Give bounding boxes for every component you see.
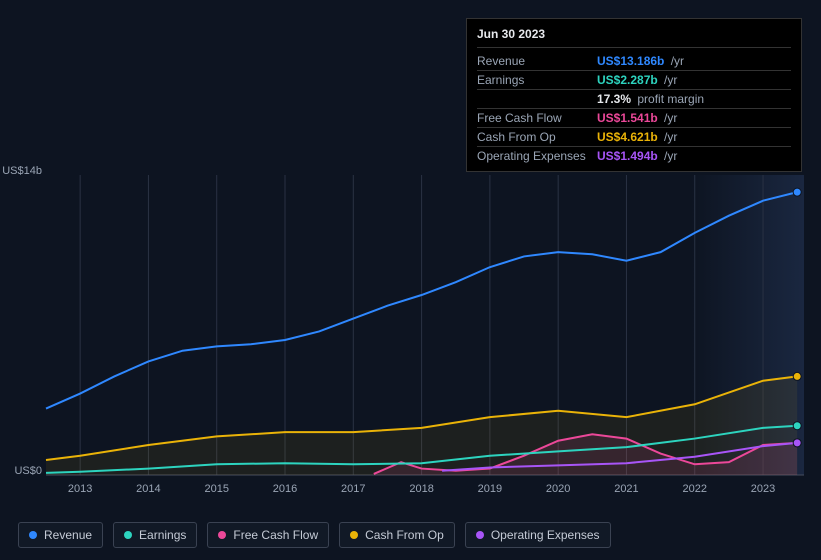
legend-label: Free Cash Flow xyxy=(233,528,318,542)
legend-swatch xyxy=(350,531,358,539)
legend-item[interactable]: Earnings xyxy=(113,522,197,548)
legend-label: Revenue xyxy=(44,528,92,542)
x-axis-label: 2014 xyxy=(136,483,160,495)
x-axis-label: 2023 xyxy=(751,483,775,495)
x-axis-label: 2020 xyxy=(546,483,570,495)
financials-chart xyxy=(0,0,804,477)
legend-item[interactable]: Operating Expenses xyxy=(465,522,611,548)
legend-item[interactable]: Free Cash Flow xyxy=(207,522,329,548)
x-axis-label: 2017 xyxy=(341,483,365,495)
x-axis-label: 2021 xyxy=(614,483,638,495)
x-axis-label: 2018 xyxy=(409,483,433,495)
legend-item[interactable]: Cash From Op xyxy=(339,522,455,548)
x-axis-label: 2016 xyxy=(273,483,297,495)
legend-swatch xyxy=(218,531,226,539)
legend-label: Cash From Op xyxy=(365,528,444,542)
legend-label: Earnings xyxy=(139,528,186,542)
x-axis-label: 2019 xyxy=(478,483,502,495)
x-axis-label: 2022 xyxy=(682,483,706,495)
legend-swatch xyxy=(29,531,37,539)
x-axis-label: 2015 xyxy=(204,483,228,495)
legend: Revenue Earnings Free Cash Flow Cash From O… xyxy=(18,522,611,548)
legend-swatch xyxy=(476,531,484,539)
legend-item[interactable]: Revenue xyxy=(18,522,103,548)
x-axis-label: 2013 xyxy=(68,483,92,495)
legend-swatch xyxy=(124,531,132,539)
legend-label: Operating Expenses xyxy=(491,528,600,542)
